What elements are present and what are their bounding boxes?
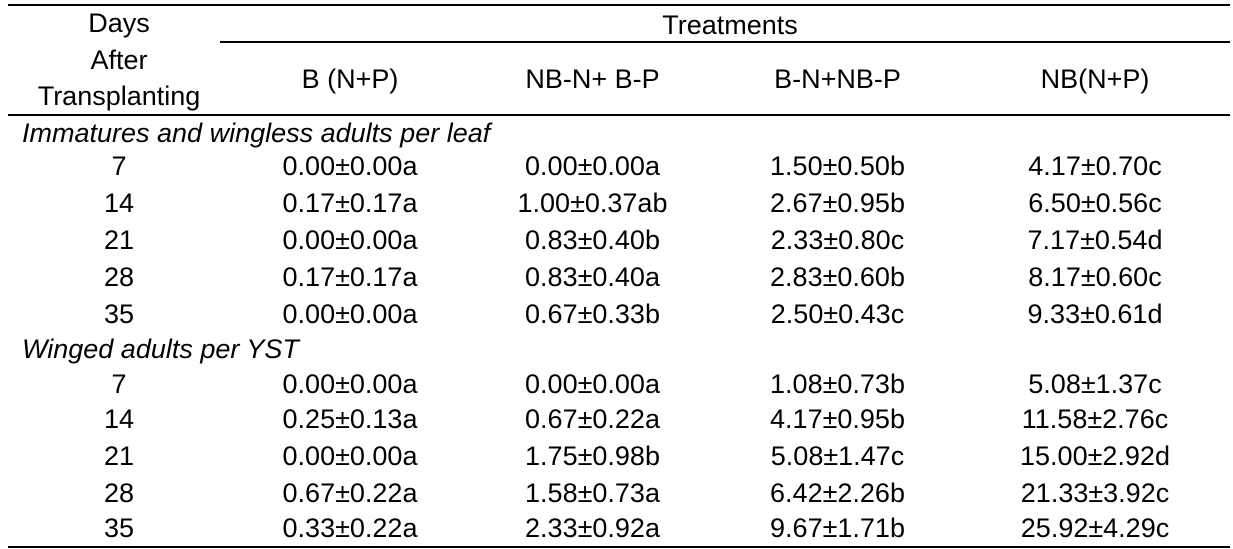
- table-row: 7 0.00±0.00a 0.00±0.00a 1.08±0.73b 5.08±…: [8, 369, 1230, 399]
- value-cell: 4.17±0.95b: [770, 404, 905, 434]
- value-cell: 0.17±0.17a: [282, 262, 418, 292]
- value-cell: 2.50±0.43c: [770, 299, 905, 329]
- day-cell: 14: [103, 404, 135, 434]
- bottom-rule: [8, 546, 1230, 548]
- treatments-rule: [220, 41, 1230, 43]
- value-cell: 21.33±3.92c: [1020, 478, 1170, 508]
- value-cell: 9.67±1.71b: [770, 513, 905, 543]
- header-col-bn-nbp: B-N+NB-P: [774, 64, 901, 94]
- section-label-winged: Winged adults per YST: [22, 334, 299, 364]
- table-row: 28 0.67±0.22a 1.58±0.73a 6.42±2.26b 21.3…: [8, 478, 1230, 508]
- table-row: 35 0.33±0.22a 2.33±0.92a 9.67±1.71b 25.9…: [8, 513, 1230, 543]
- value-cell: 0.83±0.40b: [525, 225, 660, 255]
- table-row: 21 0.00±0.00a 1.75±0.98b 5.08±1.47c 15.0…: [8, 441, 1230, 471]
- header-days-line-2: After: [90, 45, 148, 75]
- table-row: 28 0.17±0.17a 0.83±0.40a 2.83±0.60b 8.17…: [8, 262, 1230, 292]
- table-row: 14 0.25±0.13a 0.67±0.22a 4.17±0.95b 11.5…: [8, 404, 1230, 434]
- value-cell: 2.67±0.95b: [770, 188, 905, 218]
- value-cell: 0.00±0.00a: [282, 299, 418, 329]
- value-cell: 5.08±1.47c: [770, 441, 905, 471]
- value-cell: 8.17±0.60c: [1028, 262, 1162, 292]
- header-treatments: Treatments: [662, 10, 798, 40]
- value-cell: 5.08±1.37c: [1028, 369, 1162, 399]
- table-row: 21 0.00±0.00a 0.83±0.40b 2.33±0.80c 7.17…: [8, 225, 1230, 255]
- day-cell: 35: [103, 299, 135, 329]
- day-cell: 28: [103, 478, 135, 508]
- day-cell: 28: [103, 262, 135, 292]
- value-cell: 1.00±0.37ab: [517, 188, 668, 218]
- value-cell: 2.33±0.80c: [770, 225, 905, 255]
- day-cell: 7: [111, 369, 127, 399]
- table-row: 7 0.00±0.00a 0.00±0.00a 1.50±0.50b 4.17±…: [8, 151, 1230, 181]
- value-cell: 4.17±0.70c: [1028, 151, 1162, 181]
- value-cell: 2.33±0.92a: [525, 513, 660, 543]
- value-cell: 0.00±0.00a: [282, 151, 418, 181]
- top-rule: [8, 4, 1230, 6]
- value-cell: 0.00±0.00a: [525, 151, 660, 181]
- value-cell: 25.92±4.29c: [1020, 513, 1170, 543]
- header-col-nbn-bp: NB-N+ B-P: [525, 64, 660, 94]
- value-cell: 6.50±0.56c: [1028, 188, 1162, 218]
- section-label-immatures: Immatures and wingless adults per leaf: [22, 118, 491, 148]
- day-cell: 21: [103, 225, 135, 255]
- value-cell: 1.08±0.73b: [770, 369, 905, 399]
- value-cell: 0.83±0.40a: [525, 262, 660, 292]
- value-cell: 0.17±0.17a: [282, 188, 418, 218]
- value-cell: 0.00±0.00a: [282, 441, 418, 471]
- day-cell: 14: [103, 188, 135, 218]
- value-cell: 15.00±2.92d: [1020, 441, 1170, 471]
- value-cell: 0.67±0.22a: [525, 404, 660, 434]
- header-days-line-3: Transplanting: [37, 81, 201, 111]
- value-cell: 1.50±0.50b: [770, 151, 905, 181]
- value-cell: 0.33±0.22a: [282, 513, 418, 543]
- header-bottom-rule: [8, 114, 1230, 116]
- value-cell: 0.00±0.00a: [282, 225, 418, 255]
- value-cell: 11.58±2.76c: [1021, 404, 1169, 434]
- header-days-line-1: Days: [88, 8, 150, 38]
- header-col-nb-np: NB(N+P): [1040, 64, 1150, 94]
- value-cell: 0.00±0.00a: [282, 369, 418, 399]
- value-cell: 0.67±0.33b: [525, 299, 660, 329]
- day-cell: 35: [103, 513, 135, 543]
- value-cell: 2.83±0.60b: [770, 262, 905, 292]
- day-cell: 21: [103, 441, 135, 471]
- value-cell: 0.67±0.22a: [282, 478, 418, 508]
- header-col-b-np: B (N+P): [301, 64, 399, 94]
- value-cell: 6.42±2.26b: [770, 478, 905, 508]
- value-cell: 9.33±0.61d: [1027, 299, 1163, 329]
- value-cell: 1.75±0.98b: [525, 441, 660, 471]
- table-row: 14 0.17±0.17a 1.00±0.37ab 2.67±0.95b 6.5…: [8, 188, 1230, 218]
- value-cell: 0.25±0.13a: [282, 404, 418, 434]
- value-cell: 0.00±0.00a: [525, 369, 660, 399]
- day-cell: 7: [111, 151, 127, 181]
- value-cell: 7.17±0.54d: [1027, 225, 1163, 255]
- table-row: 35 0.00±0.00a 0.67±0.33b 2.50±0.43c 9.33…: [8, 299, 1230, 329]
- data-table: Days After Transplanting Treatments B (N…: [8, 0, 1230, 549]
- value-cell: 1.58±0.73a: [525, 478, 660, 508]
